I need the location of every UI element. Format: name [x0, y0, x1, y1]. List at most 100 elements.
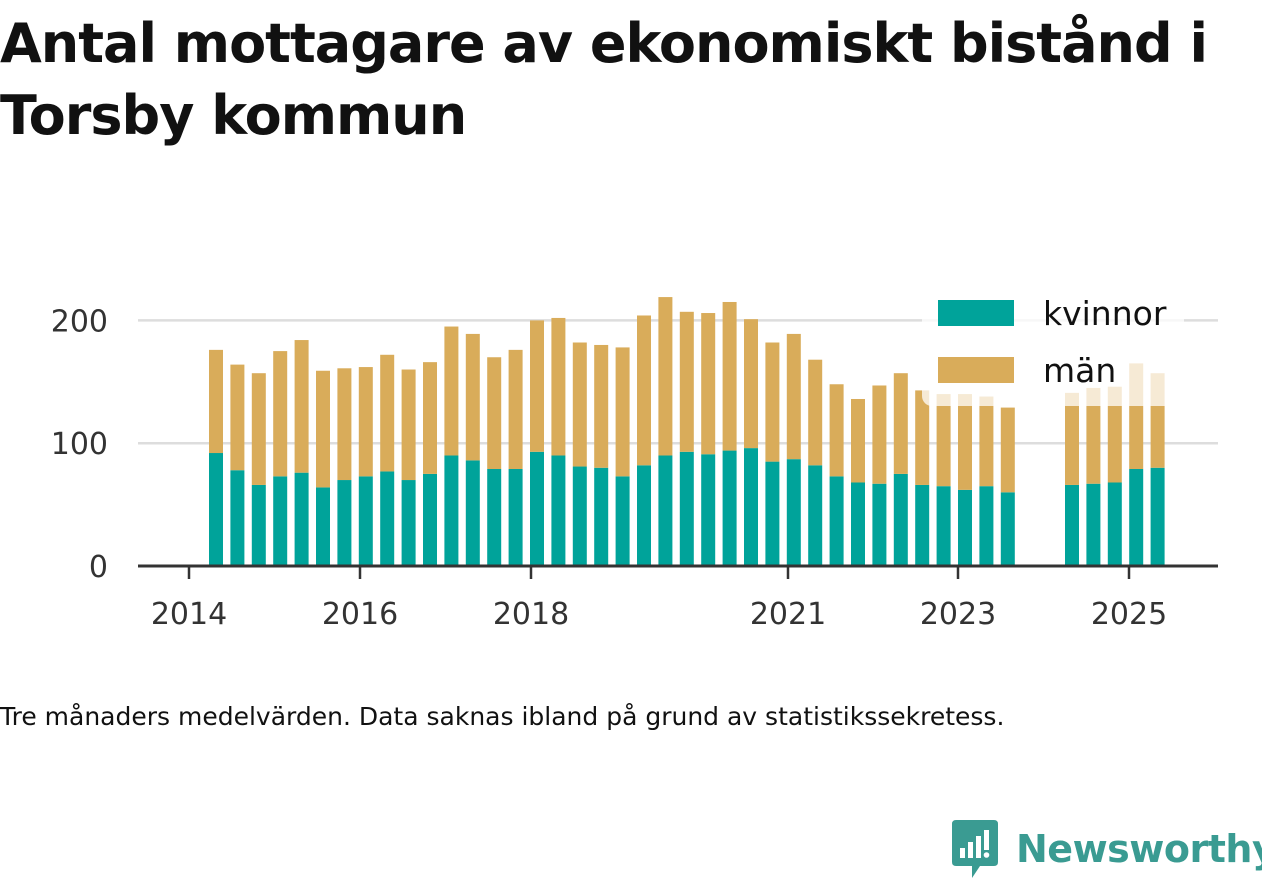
y-tick-label: 0	[89, 550, 108, 585]
bar-kvinnor	[465, 460, 480, 566]
bar-man	[230, 364, 245, 471]
bar-man	[872, 385, 887, 484]
legend: kvinnor män	[922, 290, 1184, 406]
bar-man	[615, 347, 630, 477]
bar-man	[358, 367, 373, 477]
bar-kvinnor	[936, 486, 951, 566]
bar-man	[808, 359, 823, 466]
bar-kvinnor	[658, 455, 673, 566]
bar-kvinnor	[722, 450, 737, 566]
legend-label-man: män	[1043, 351, 1116, 390]
x-tick-label: 2018	[493, 597, 569, 632]
bar-kvinnor	[594, 467, 609, 566]
bar-kvinnor	[979, 486, 994, 566]
bar-kvinnor	[872, 483, 887, 566]
y-tick-label: 100	[51, 427, 108, 462]
bar-kvinnor	[786, 459, 801, 566]
bar-man	[594, 344, 609, 468]
bar-kvinnor	[273, 476, 288, 566]
bar-kvinnor	[893, 473, 908, 566]
x-tick-label: 2023	[920, 597, 996, 632]
bar-kvinnor	[744, 448, 758, 566]
bar-kvinnor	[808, 465, 823, 566]
y-tick-label: 200	[51, 304, 108, 339]
newsworthy-logo-icon	[952, 820, 998, 878]
bar-man	[829, 384, 844, 477]
bar-man	[572, 342, 587, 467]
bar-man	[423, 362, 437, 474]
x-tick-label: 2014	[151, 597, 227, 632]
bar-man	[1000, 407, 1015, 493]
newsworthy-logo[interactable]: Newsworthy	[950, 818, 1262, 880]
bar-man	[316, 370, 330, 488]
bar-kvinnor	[444, 455, 459, 566]
bar-man	[508, 349, 523, 469]
bar-kvinnor	[551, 455, 566, 566]
bar-man	[1107, 386, 1122, 483]
bar-kvinnor	[1107, 482, 1122, 566]
bar-kvinnor	[1000, 492, 1015, 566]
bar-kvinnor	[1150, 467, 1165, 566]
bar-kvinnor	[851, 482, 865, 566]
bar-man	[1065, 392, 1079, 485]
bar-man	[744, 319, 758, 449]
bar-man	[294, 340, 309, 473]
bar-kvinnor	[316, 487, 330, 566]
bar-man	[530, 320, 544, 452]
bar-man	[1086, 387, 1101, 484]
bar-man	[679, 311, 694, 452]
legend-swatch-man	[938, 357, 1014, 383]
bar-kvinnor	[251, 484, 266, 566]
bar-kvinnor	[530, 451, 544, 566]
x-tick-label: 2021	[750, 597, 826, 632]
bar-man	[765, 342, 780, 462]
bar-man	[251, 373, 266, 485]
bar-man	[786, 333, 801, 460]
bar-man	[637, 315, 651, 466]
bar-kvinnor	[1129, 468, 1144, 566]
bar-kvinnor	[615, 476, 630, 566]
bar-man	[893, 373, 908, 474]
axes: 0 100 200 2014 2016 2018 2021 2023 2025	[51, 304, 1218, 632]
bar-kvinnor	[958, 489, 972, 566]
bar-man	[401, 369, 416, 481]
bar-man	[273, 351, 288, 477]
bars	[209, 297, 1165, 566]
bar-kvinnor	[401, 480, 416, 566]
bar-kvinnor	[230, 470, 245, 566]
bar-kvinnor	[701, 454, 716, 566]
x-tick-label: 2025	[1091, 597, 1167, 632]
bar-kvinnor	[637, 465, 651, 566]
bar-kvinnor	[679, 451, 694, 566]
bar-man	[337, 368, 352, 481]
bar-man	[658, 297, 673, 456]
bar-kvinnor	[1086, 483, 1101, 566]
bar-man	[487, 357, 502, 469]
bar-kvinnor	[508, 468, 523, 566]
bar-kvinnor	[487, 468, 502, 566]
bar-man	[209, 349, 223, 454]
bar-man	[465, 333, 480, 461]
bar-kvinnor	[294, 472, 309, 566]
chart-title: Antal mottagare av ekonomiskt bistånd i …	[0, 12, 1208, 147]
bar-man	[551, 317, 566, 456]
bar-kvinnor	[209, 453, 223, 566]
legend-swatch-kvinnor	[938, 300, 1014, 326]
x-tick-label: 2016	[322, 597, 398, 632]
bar-kvinnor	[1065, 484, 1079, 566]
bar-man	[444, 326, 459, 456]
bar-man	[722, 301, 737, 451]
bar-man	[979, 396, 994, 487]
bar-kvinnor	[829, 476, 844, 566]
bar-man	[958, 394, 972, 490]
bar-kvinnor	[358, 476, 373, 566]
bar-man	[915, 390, 930, 485]
bar-kvinnor	[765, 461, 780, 566]
bar-kvinnor	[423, 473, 437, 566]
caption: Tre månaders medelvärden. Data saknas ib…	[0, 702, 1005, 731]
legend-label-kvinnor: kvinnor	[1043, 294, 1167, 333]
bar-man	[851, 398, 865, 483]
bar-kvinnor	[337, 480, 352, 566]
brand-name: Newsworthy	[1016, 827, 1262, 871]
bar-kvinnor	[380, 471, 395, 566]
